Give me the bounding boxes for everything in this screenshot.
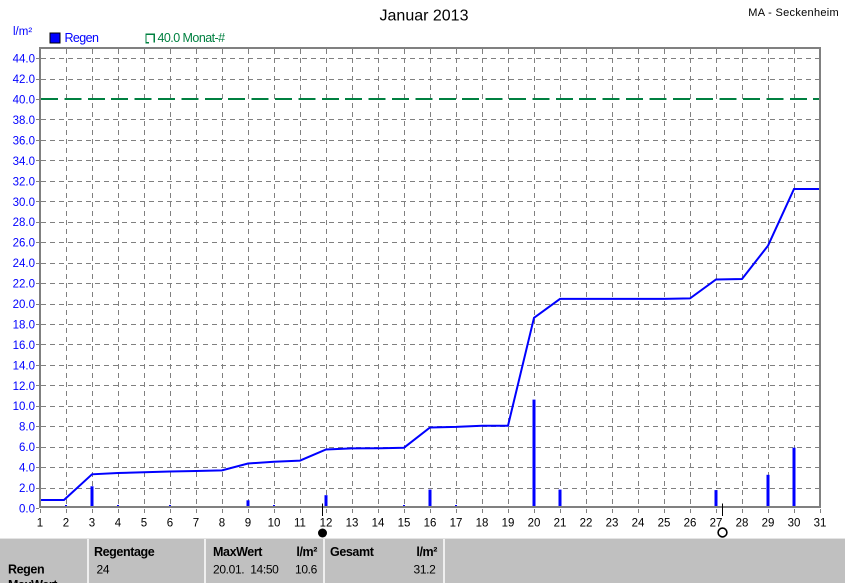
svg-text:16.0: 16.0 <box>13 340 35 352</box>
svg-text:l/m²: l/m² <box>416 545 437 559</box>
svg-text:3: 3 <box>89 518 95 530</box>
svg-text:18.0: 18.0 <box>13 320 35 332</box>
svg-text:40.0: 40.0 <box>13 95 35 107</box>
svg-text:10.6: 10.6 <box>295 563 318 577</box>
svg-text:5: 5 <box>141 518 147 530</box>
svg-text:6: 6 <box>167 518 173 530</box>
svg-text:15: 15 <box>398 518 411 530</box>
svg-text:Regen: Regen <box>8 563 44 577</box>
svg-text:4: 4 <box>115 518 122 530</box>
svg-text:42.0: 42.0 <box>13 74 35 86</box>
svg-text:22: 22 <box>580 518 593 530</box>
svg-text:19: 19 <box>502 518 515 530</box>
svg-text:24.0: 24.0 <box>13 258 35 270</box>
svg-text:9: 9 <box>245 518 251 530</box>
svg-text:38.0: 38.0 <box>13 115 35 127</box>
svg-text:11: 11 <box>294 518 306 530</box>
svg-text:40.0 Monat-#: 40.0 Monat-# <box>158 31 226 45</box>
svg-text:16: 16 <box>424 518 437 530</box>
svg-text:l/m²: l/m² <box>296 545 317 559</box>
svg-text:Regentage: Regentage <box>94 545 155 559</box>
svg-text:10.0: 10.0 <box>13 401 35 413</box>
svg-text:12.0: 12.0 <box>13 381 35 393</box>
svg-text:28: 28 <box>736 518 749 530</box>
svg-text:30.0: 30.0 <box>13 197 35 209</box>
svg-text:14: 14 <box>372 518 385 530</box>
svg-text:30: 30 <box>788 518 801 530</box>
svg-text:29: 29 <box>762 518 775 530</box>
svg-text:26: 26 <box>684 518 697 530</box>
svg-text:2: 2 <box>63 518 69 530</box>
svg-text:24: 24 <box>632 518 645 530</box>
svg-text:25: 25 <box>658 518 671 530</box>
svg-text:23: 23 <box>606 518 619 530</box>
svg-text:27: 27 <box>710 518 723 530</box>
svg-text:0.0: 0.0 <box>19 504 35 516</box>
svg-text:36.0: 36.0 <box>13 135 35 147</box>
svg-text:22.0: 22.0 <box>13 279 35 291</box>
svg-text:l/m²: l/m² <box>13 26 32 38</box>
svg-text:Gesamt: Gesamt <box>330 545 375 559</box>
svg-text:10: 10 <box>268 518 281 530</box>
svg-text:8.0: 8.0 <box>19 422 35 434</box>
svg-text:26.0: 26.0 <box>13 238 35 250</box>
svg-text:31.2: 31.2 <box>414 563 437 577</box>
svg-text:6.0: 6.0 <box>19 442 35 454</box>
svg-text:44.0: 44.0 <box>13 54 35 66</box>
svg-text:MA - Seckenheim: MA - Seckenheim <box>748 7 839 19</box>
svg-text:7: 7 <box>193 518 199 530</box>
svg-text:32.0: 32.0 <box>13 176 35 188</box>
svg-text:14.0: 14.0 <box>13 360 35 372</box>
svg-text:MaxWert: MaxWert <box>8 578 58 583</box>
svg-text:20.01. 14:50: 20.01. 14:50 <box>213 563 279 577</box>
svg-text:12: 12 <box>320 518 333 530</box>
svg-text:20: 20 <box>528 518 541 530</box>
svg-text:28.0: 28.0 <box>13 217 35 229</box>
svg-text:MaxWert: MaxWert <box>213 545 263 559</box>
svg-text:1: 1 <box>37 518 43 530</box>
svg-text:17: 17 <box>450 518 463 530</box>
svg-text:8: 8 <box>219 518 225 530</box>
svg-text:31: 31 <box>814 518 827 530</box>
svg-text:4.0: 4.0 <box>19 463 35 475</box>
svg-text:Regen: Regen <box>65 31 99 45</box>
svg-text:2.0: 2.0 <box>19 483 35 495</box>
svg-text:18: 18 <box>476 518 489 530</box>
svg-text:Januar 2013: Januar 2013 <box>380 8 469 25</box>
svg-text:34.0: 34.0 <box>13 156 35 168</box>
svg-text:13: 13 <box>346 518 359 530</box>
svg-text:20.0: 20.0 <box>13 299 35 311</box>
svg-text:21: 21 <box>554 518 567 530</box>
svg-text:24: 24 <box>97 563 110 577</box>
